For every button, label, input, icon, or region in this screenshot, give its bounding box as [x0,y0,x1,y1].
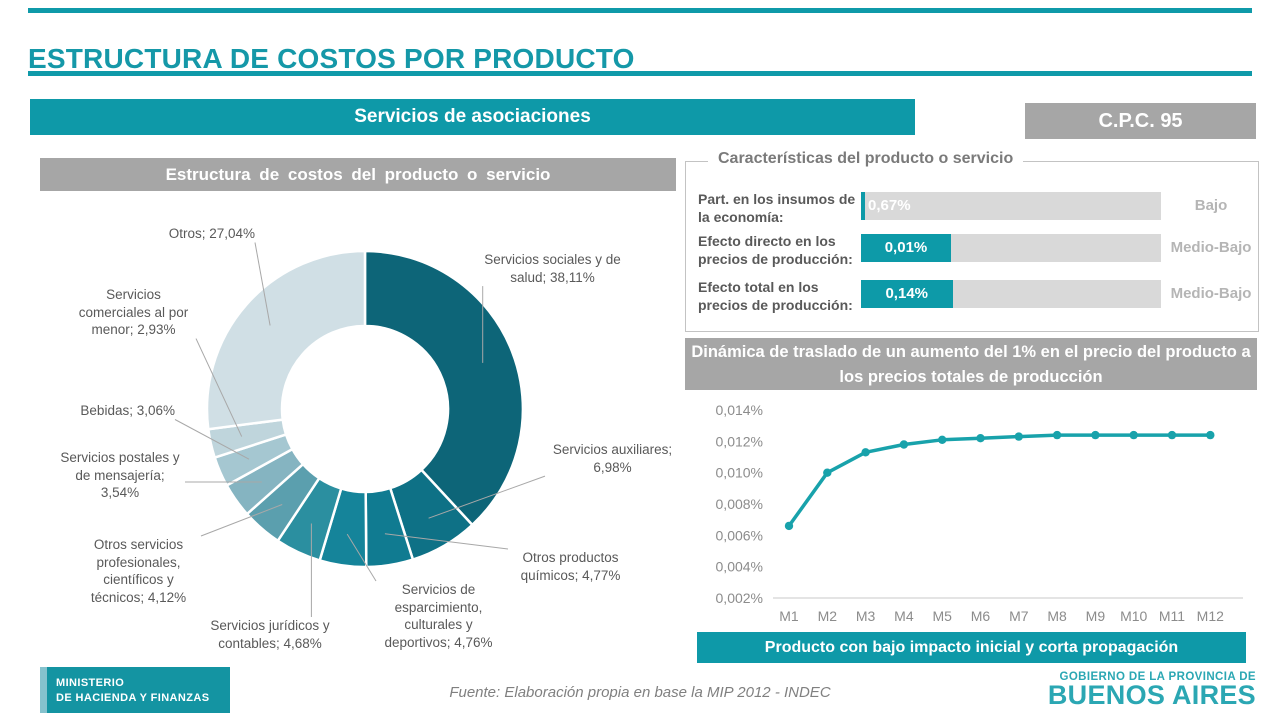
y-axis-tick-label: 0,012% [716,433,763,449]
pie-label-servicios-esparcimiento: Servicios de esparcimiento, culturales y… [384,582,493,650]
line-point-M3 [861,448,870,457]
x-axis-tick-label: M11 [1159,608,1185,624]
line-point-M4 [899,440,909,449]
characteristics-panel: Características del producto o servicio … [685,150,1259,332]
line-point-M7 [1014,432,1023,441]
line-series [787,433,1211,527]
pie-label-otros: Otros; 27,04% [168,226,255,241]
donut-chart-area: Servicios sociales y de salud; 38,11% Se… [40,191,680,661]
pie-label-otros-servicios-profesionales: Otros servicios profesionales, científic… [90,537,187,605]
y-axis-tick-label: 0,008% [716,496,763,512]
line-point-M11 [1167,430,1177,440]
ministry-logo: MINISTERIO DE HACIENDA Y FINANZAS [40,667,230,713]
pie-label-servicios-postales: Servicios postales y de mensajería; 3,54… [60,450,180,501]
characteristic-rating-insumos: Bajo [1194,197,1228,214]
characteristic-value-efecto-directo: 0,01% [884,239,928,256]
line-point-M6 [976,434,985,443]
characteristic-bar-fill [861,280,953,308]
page-title: ESTRUCTURA DE COSTOS POR PRODUCTO [28,42,635,74]
ministry-logo-line1: MINISTERIO [56,677,125,689]
y-axis-tick-label: 0,006% [716,527,763,543]
pie-slice-0 [363,249,525,527]
government-logo-line1: GOBIERNO DE LA PROVINCIA DE [1059,671,1256,683]
donut-chart [174,242,546,617]
x-axis-tick-label: M7 [1009,608,1029,624]
pie-label-servicios-comerciales: Servicios comerciales al por menor; 2,93… [78,287,189,338]
pie-label-bebidas: Bebidas; 3,06% [80,403,175,418]
source-note: Fuente: Elaboración propia en base la MI… [449,684,831,701]
characteristic-bar-fill [861,192,865,220]
dynamics-panel-title: Dinámica de traslado de un aumento del 1… [685,338,1257,390]
line-point-M2 [823,468,832,477]
pie-label-servicios-auxiliares: Servicios auxiliares; 6,98% [552,442,673,475]
x-axis-tick-label: M9 [1086,608,1106,624]
conclusion-banner: Producto con bajo impacto inicial y cort… [697,632,1246,663]
characteristic-rating-efecto-directo: Medio-Bajo [1170,239,1252,256]
pie-label-servicios-sociales: Servicios sociales y de salud; 38,11% [484,252,621,285]
characteristic-bar-efecto-total: 0,14% [861,280,1161,308]
characteristics-panel-title: Características del producto o servicio [708,150,1024,168]
characteristic-label-insumos: Part. en los insumos de la economía: [698,191,856,226]
line-point-M12 [1206,430,1215,440]
government-logo: GOBIERNO DE LA PROVINCIA DE BUENOS AIRES [956,671,1256,709]
characteristic-bar-fill [861,234,951,262]
characteristic-label-efecto-directo: Efecto directo en los precios de producc… [698,233,853,268]
x-axis-tick-label: M10 [1120,608,1147,624]
pie-label-otros-productos-quimicos: Otros productos químicos; 4,77% [520,550,621,583]
pie-leader-line-2 [384,533,509,550]
pie-leader-line-7 [174,419,250,460]
y-axis-tick-label: 0,002% [716,590,763,606]
pie-slice-9 [205,249,367,431]
characteristic-bar-efecto-directo: 0,01% [861,234,1161,262]
characteristic-value-efecto-total: 0,14% [885,285,929,302]
y-axis-tick-label: 0,010% [716,465,763,481]
x-axis-tick-label: M2 [818,608,838,624]
line-point-M9 [1091,430,1100,440]
product-name-banner: Servicios de asociaciones [30,99,915,135]
government-logo-line2: BUENOS AIRES [1047,680,1256,710]
pie-leader-line-8 [195,338,243,437]
pie-leader-line-5 [200,504,283,537]
pie-leader-line-3 [346,533,377,582]
y-axis-tick-label: 0,004% [716,559,763,575]
characteristic-value-insumos: 0,67% [868,197,911,214]
line-chart: 0,002% 0,004% 0,006% 0,008% 0,010% 0,012% 0,01… [716,402,1243,624]
line-point-M5 [938,435,947,444]
line-point-M8 [1052,430,1062,440]
x-axis-tick-label: M5 [932,608,952,624]
y-axis-tick-label: 0,014% [716,402,763,418]
cpc-code-badge: C.P.C. 95 [1025,103,1256,139]
pie-leader-line-1 [428,475,546,519]
characteristic-rating-efecto-total: Medio-Bajo [1170,285,1252,302]
title-divider [28,71,1252,76]
x-axis-tick-label: M6 [971,608,991,624]
x-axis-tick-label: M8 [1047,608,1067,624]
x-axis-tick-label: M12 [1197,608,1224,624]
x-axis-tick-label: M1 [779,608,799,624]
x-axis-tick-label: M4 [894,608,914,624]
line-chart-area: 0,002% 0,004% 0,006% 0,008% 0,010% 0,012% 0,01… [685,393,1257,633]
line-point-M1 [784,521,794,531]
cost-structure-panel-title: Estructura de costos del producto o serv… [40,158,676,191]
ministry-logo-line2: DE HACIENDA Y FINANZAS [56,692,210,705]
top-divider [28,8,1252,13]
pie-label-servicios-juridicos: Servicios jurídicos y contables; 4,68% [210,618,330,651]
x-axis-tick-label: M3 [856,608,876,624]
characteristic-label-efecto-total: Efecto total en los precios de producció… [698,279,853,314]
line-point-M10 [1129,430,1138,440]
pie-leader-line-9 [254,242,271,326]
characteristic-bar-insumos: 0,67% [861,192,1161,220]
